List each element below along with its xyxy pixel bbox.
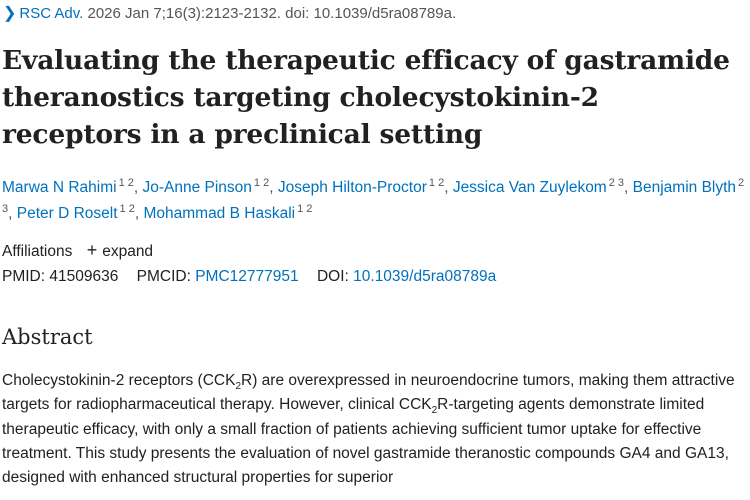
author-affiliation-refs[interactable]: 1 2 bbox=[118, 176, 134, 189]
author-link[interactable]: Jo-Anne Pinson bbox=[142, 179, 252, 196]
author-link[interactable]: Joseph Hilton-Proctor bbox=[277, 179, 427, 196]
pmcid-label: PMCID: bbox=[136, 268, 191, 285]
abstract-heading: Abstract bbox=[2, 325, 93, 349]
abstract-text-part: Cholecystokinin-2 receptors (CCK bbox=[2, 372, 236, 389]
pmid-label: PMID: bbox=[2, 268, 46, 285]
abstract-subscript: 2 bbox=[431, 405, 438, 417]
expand-label: expand bbox=[102, 243, 154, 260]
pmid-value: 41509636 bbox=[49, 268, 119, 285]
journal-link[interactable]: RSC Adv. bbox=[19, 5, 84, 22]
abstract-subscript: 2 bbox=[235, 381, 242, 393]
author-link[interactable]: Jessica Van Zuylekom bbox=[452, 179, 607, 196]
author-link[interactable]: Benjamin Blyth bbox=[632, 179, 737, 196]
author-affiliation-refs[interactable]: 1 2 bbox=[119, 202, 135, 215]
author-affiliation-refs[interactable]: 2 3 bbox=[608, 176, 625, 189]
plus-icon: + bbox=[86, 240, 98, 260]
doi-label: DOI: bbox=[316, 268, 349, 285]
citation-line: ❯ RSC Adv. 2026 Jan 7;16(3):2123-2132. do… bbox=[3, 3, 456, 23]
article-title: Evaluating the therapeutic efficacy of g… bbox=[2, 45, 730, 150]
citation-details: 2026 Jan 7;16(3):2123-2132. doi: 10.1039… bbox=[83, 5, 457, 22]
author-affiliation-refs[interactable]: 1 2 bbox=[253, 176, 270, 189]
expand-affiliations-button[interactable]: + expand bbox=[86, 240, 154, 260]
author-affiliation-refs[interactable]: 2 3 bbox=[2, 176, 745, 215]
author-affiliation-refs[interactable]: 1 2 bbox=[297, 202, 313, 215]
doi-link[interactable]: 10.1039/d5ra08789a bbox=[353, 268, 497, 285]
chevron-right-icon[interactable]: ❯ bbox=[3, 5, 17, 22]
author-affiliation-refs[interactable]: 1 2 bbox=[428, 176, 445, 189]
author-link[interactable]: Peter D Roselt bbox=[16, 205, 118, 222]
affiliations-row: Affiliations + expand bbox=[2, 240, 153, 261]
author-list: Marwa N Rahimi 1 2, Jo-Anne Pinson 1 2, Jo… bbox=[2, 176, 745, 222]
identifiers-row: PMID: 41509636 PMCID: PMC12777951 DOI: 1… bbox=[2, 268, 496, 286]
author-link[interactable]: Marwa N Rahimi bbox=[2, 179, 117, 196]
affiliations-label: Affiliations bbox=[2, 243, 73, 260]
author-link[interactable]: Mohammad B Haskali bbox=[143, 205, 296, 222]
abstract-text-part: R) are overexpressed in neuroendocrine t… bbox=[2, 372, 735, 414]
pmcid-link[interactable]: PMC12777951 bbox=[195, 268, 299, 285]
abstract-text: Cholecystokinin-2 receptors (CCK2R) are … bbox=[2, 369, 742, 490]
abstract-text-part: R-targeting agents demonstrate limited t… bbox=[2, 396, 729, 487]
